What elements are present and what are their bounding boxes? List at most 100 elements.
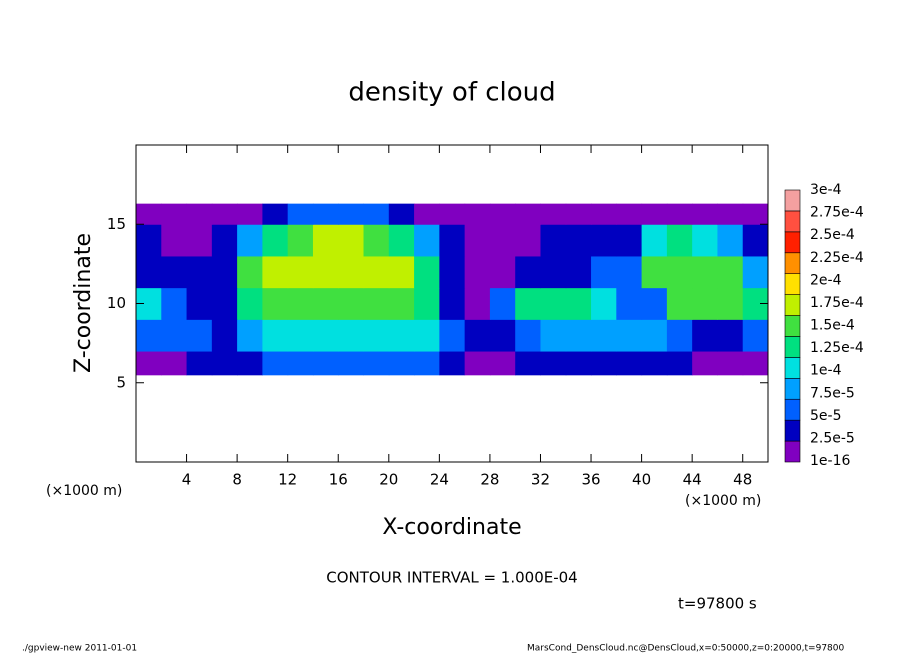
x-tick-label: 20 <box>379 471 398 489</box>
field <box>136 203 769 376</box>
field-cell <box>388 224 415 257</box>
colorbar-box <box>784 440 801 463</box>
field-cell <box>515 351 541 376</box>
field-cell <box>439 203 466 225</box>
field-cell <box>136 319 162 352</box>
y-tick-label: 15 <box>107 215 126 233</box>
field-cell <box>439 255 466 289</box>
time-label: t=97800 s <box>678 595 757 613</box>
field-cell <box>439 224 466 257</box>
field-cell <box>489 255 516 289</box>
field-cell <box>287 287 314 320</box>
x-tick-label: 32 <box>531 471 550 489</box>
field-cell <box>641 255 668 289</box>
field-cell <box>591 351 617 376</box>
field-cell <box>136 255 162 289</box>
field-cell <box>717 319 744 352</box>
field-cell <box>287 351 314 376</box>
field-cell <box>287 203 314 225</box>
colorbar-box <box>784 398 801 421</box>
field-cell <box>338 319 365 352</box>
colorbar-label: 1e-16 <box>810 453 850 469</box>
colorbar-label: 2.5e-5 <box>810 430 855 446</box>
field-cell <box>363 351 390 376</box>
field-cell <box>161 224 188 257</box>
field-cell <box>641 224 668 257</box>
field-cell <box>464 319 491 352</box>
field-cell <box>742 351 769 376</box>
colorbar-label: 2.5e-4 <box>810 227 855 243</box>
field-cell <box>717 203 744 225</box>
field-cell <box>237 255 263 289</box>
field-cell <box>186 319 213 352</box>
field-cell <box>388 203 415 225</box>
field-cell <box>211 255 238 289</box>
field-cell <box>312 319 339 352</box>
field-cell <box>616 255 643 289</box>
colorbar-label: 1.75e-4 <box>810 295 864 311</box>
field-cell <box>565 255 592 289</box>
field-cell <box>388 255 415 289</box>
y-tick-label: 5 <box>116 373 126 391</box>
field-cell <box>565 319 592 352</box>
field-cell <box>338 287 365 320</box>
field-cell <box>540 319 567 352</box>
field-cell <box>666 287 693 320</box>
colorbar-label: 2e-4 <box>810 272 842 288</box>
field-cell <box>717 224 744 257</box>
field-cell <box>237 351 263 376</box>
field-cell <box>641 203 668 225</box>
footer-right: MarsCond_DensCloud.nc@DensCloud,x=0:5000… <box>527 644 844 654</box>
field-cell <box>262 287 289 320</box>
field-cell <box>666 255 693 289</box>
field-cell <box>414 351 440 376</box>
field-cell <box>161 287 188 320</box>
field-cell <box>262 351 289 376</box>
field-cell <box>489 203 516 225</box>
chart-title: density of cloud <box>348 78 555 108</box>
field-cell <box>565 224 592 257</box>
field-cell <box>641 287 668 320</box>
field-cell <box>136 351 162 376</box>
field-cell <box>540 203 567 225</box>
colorbar-box <box>784 273 801 295</box>
field-cell <box>338 255 365 289</box>
field-cell <box>161 255 188 289</box>
field-cell <box>591 224 617 257</box>
field-cell <box>287 319 314 352</box>
field-cell <box>414 203 440 225</box>
field-cell <box>692 287 718 320</box>
field-cell <box>540 351 567 376</box>
colorbar-box <box>784 315 801 337</box>
x-tick-label: 36 <box>581 471 600 489</box>
field-cell <box>363 224 390 257</box>
field-cell <box>515 287 541 320</box>
colorbar-box <box>784 252 801 274</box>
field-cell <box>414 255 440 289</box>
x-tick-label: 40 <box>632 471 651 489</box>
colorbar-label: 7.5e-5 <box>810 385 855 401</box>
field-cell <box>262 255 289 289</box>
field-cell <box>692 203 718 225</box>
field-cell <box>237 319 263 352</box>
field-cell <box>287 255 314 289</box>
field-cell <box>692 255 718 289</box>
field-cell <box>641 319 668 352</box>
colorbar-box <box>784 294 801 316</box>
field-cell <box>363 287 390 320</box>
field-cell <box>489 224 516 257</box>
field-cell <box>161 203 188 225</box>
colorbar-box <box>784 231 801 254</box>
field-cell <box>591 287 617 320</box>
x-tick-label: 12 <box>278 471 297 489</box>
x-tick-label: 28 <box>480 471 499 489</box>
field-cell <box>211 287 238 320</box>
field-cell <box>464 255 491 289</box>
field-cell <box>312 351 339 376</box>
field-cell <box>515 255 541 289</box>
y-axis-label: Z-coordinate <box>71 233 96 373</box>
field-cell <box>312 255 339 289</box>
field-cell <box>312 224 339 257</box>
field-cell <box>565 351 592 376</box>
